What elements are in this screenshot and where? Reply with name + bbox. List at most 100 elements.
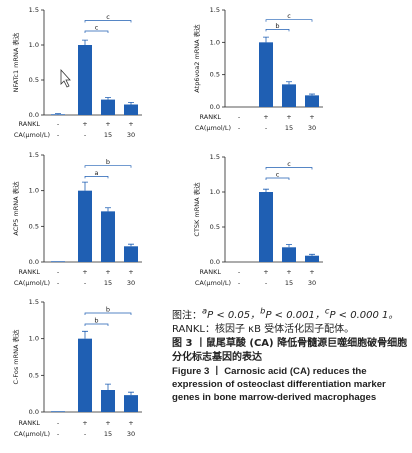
row-value: -: [84, 279, 87, 287]
y-axis-label: NFATc1 mRNA 表达: [11, 32, 20, 92]
row-value: +: [82, 120, 87, 128]
row-value: 30: [308, 124, 316, 132]
row-value: -: [57, 120, 60, 128]
error-bar: [286, 244, 292, 248]
y-tick-label: 1.0: [29, 187, 39, 195]
row-value: -: [57, 268, 60, 276]
row-value: +: [286, 113, 291, 121]
y-tick-label: 1.5: [29, 298, 39, 306]
row-value: 30: [308, 279, 316, 287]
significance-label: c: [287, 12, 291, 20]
y-tick-label: 1.0: [29, 335, 39, 343]
bar: [305, 95, 319, 107]
caption: 图注：aP < 0.05，bP < 0.001，cP < 0.000 1。 RA…: [172, 304, 408, 404]
y-tick-label: 0.0: [29, 111, 39, 119]
significance-bracket: [265, 29, 290, 32]
error-bar: [82, 330, 88, 339]
y-axis-label: CTSK mRNA 表达: [192, 182, 201, 237]
y-tick-label: 1.0: [29, 41, 39, 49]
significance-label: c: [95, 24, 99, 32]
bar: [101, 211, 115, 262]
note-mark: a: [202, 306, 208, 316]
row-value: -: [238, 113, 241, 121]
row-value: 15: [104, 430, 112, 438]
row-label: RANKL: [200, 268, 222, 276]
significance-label: b: [106, 158, 110, 166]
y-tick-label: 0.5: [29, 222, 39, 230]
y-tick-label: 0.5: [210, 223, 220, 231]
y-tick-label: 0.0: [210, 103, 220, 111]
row-label: RANKL: [19, 268, 41, 276]
row-label: RANKL: [19, 120, 41, 128]
row-value: +: [128, 120, 133, 128]
row-value: 15: [104, 279, 112, 287]
row-value: -: [57, 279, 60, 287]
error-bar: [128, 391, 134, 396]
row-value: 15: [285, 124, 293, 132]
significance-label: b: [275, 22, 279, 30]
error-bar: [128, 243, 134, 247]
note-text: P < 0.001，: [265, 310, 325, 322]
row-value: -: [84, 131, 87, 139]
row-value: +: [263, 268, 268, 276]
row-label: CA(μmol/L): [14, 279, 50, 287]
error-bar: [263, 36, 269, 43]
row-value: -: [57, 131, 60, 139]
row-value: -: [265, 124, 268, 132]
error-bar: [82, 39, 88, 45]
error-bar: [128, 102, 134, 105]
bar: [282, 247, 296, 262]
significance-label: b: [94, 317, 98, 325]
row-value: +: [105, 419, 110, 427]
caption-title-en: Figure 3 丨 Carnosic acid (CA) reduces th…: [172, 366, 386, 404]
y-axis-label: Atp6voa2 mRNA 表达: [192, 24, 201, 93]
significance-bracket: [84, 323, 109, 326]
row-value: +: [128, 268, 133, 276]
row-value: +: [309, 113, 314, 121]
row-value: +: [105, 268, 110, 276]
significance-label: c: [287, 160, 291, 168]
caption-abbrev: RANKL：核因子 κB 受体活化因子配体。: [172, 324, 355, 336]
significance-label: c: [276, 171, 280, 179]
row-value: -: [265, 279, 268, 287]
bar: [124, 395, 138, 412]
row-value: +: [82, 268, 87, 276]
significance-bracket: [84, 176, 109, 179]
bar: [51, 411, 65, 412]
error-bar: [55, 113, 61, 115]
significance-label: a: [95, 169, 99, 177]
y-tick-label: 1.5: [210, 153, 220, 161]
y-tick-label: 0.5: [29, 76, 39, 84]
row-value: 30: [127, 279, 135, 287]
significance-label: b: [106, 306, 110, 314]
error-bar: [309, 253, 315, 256]
y-tick-label: 1.0: [210, 188, 220, 196]
error-bar: [105, 207, 111, 212]
row-value: 30: [127, 430, 135, 438]
row-value: -: [57, 430, 60, 438]
note-items: aP < 0.05，bP < 0.001，cP < 0.000 1。: [202, 306, 398, 322]
y-tick-label: 1.5: [210, 6, 220, 14]
row-label: CA(μmol/L): [195, 124, 231, 132]
row-value: -: [238, 268, 241, 276]
row-value: +: [263, 113, 268, 121]
error-bar: [105, 383, 111, 390]
bar: [305, 255, 319, 262]
row-label: CA(μmol/L): [14, 430, 50, 438]
bar: [51, 114, 65, 115]
row-value: +: [286, 268, 291, 276]
significance-bracket: [84, 20, 132, 23]
note-prefix: 图注：: [172, 310, 202, 322]
row-label: RANKL: [19, 419, 41, 427]
row-value: 30: [127, 131, 135, 139]
note-text: P < 0.05，: [207, 310, 261, 322]
row-value: +: [128, 419, 133, 427]
y-axis-label: ACP5 mRNA 表达: [11, 181, 20, 236]
bar: [124, 246, 138, 262]
row-value: 15: [285, 279, 293, 287]
note-mark: c: [324, 306, 330, 316]
y-tick-label: 1.5: [29, 151, 39, 159]
row-label: CA(μmol/L): [195, 279, 231, 287]
significance-label: c: [106, 13, 110, 21]
